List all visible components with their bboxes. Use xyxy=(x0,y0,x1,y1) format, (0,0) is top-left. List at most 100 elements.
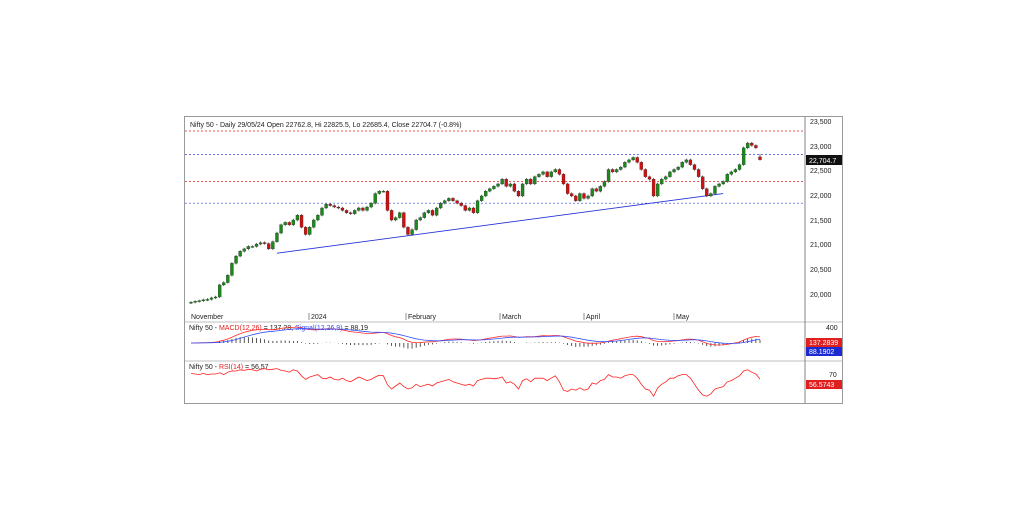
rsi-panel: Nifty 50 - RSI(14) = 56.57 70 56.5743 xyxy=(189,364,842,397)
rsi-readout-box xyxy=(806,380,842,389)
candle-body xyxy=(209,297,214,300)
candle-body xyxy=(394,217,398,221)
candle-body xyxy=(328,203,332,206)
signal-label: Signal(12,26,9) xyxy=(295,325,342,332)
candle-body xyxy=(619,166,623,170)
candle-body xyxy=(389,210,394,221)
candle-body xyxy=(455,200,459,204)
candle-body xyxy=(197,300,201,302)
candle-body xyxy=(561,174,566,185)
candle-body xyxy=(324,203,328,209)
candle-body xyxy=(598,186,603,192)
candle-body xyxy=(737,164,742,170)
candle-body xyxy=(516,191,521,197)
candle-body xyxy=(430,210,435,216)
candle-body xyxy=(459,203,463,206)
candle-body xyxy=(549,171,553,177)
candle-body xyxy=(676,166,680,170)
candle-body xyxy=(508,183,512,187)
candle-body xyxy=(553,169,557,173)
candle-body xyxy=(230,263,234,276)
candle-body xyxy=(606,169,611,182)
trendline xyxy=(276,193,724,254)
month-label: March xyxy=(502,314,522,321)
candle-body xyxy=(729,171,733,175)
price-tick-label: 22,000 xyxy=(810,193,832,200)
rsi-line xyxy=(190,368,761,397)
candle-body xyxy=(643,169,648,177)
candle-body xyxy=(242,248,246,252)
candle-body xyxy=(348,212,353,214)
candle-body xyxy=(541,171,545,175)
candle-body xyxy=(295,215,300,221)
month-label: 2024 xyxy=(311,314,327,321)
price-tick-label: 22,500 xyxy=(810,168,832,175)
candle-body xyxy=(205,299,210,301)
candle-body xyxy=(377,191,381,194)
signal-value: 88.19 xyxy=(351,325,369,332)
candle-body xyxy=(656,183,660,197)
candle-body xyxy=(725,174,729,182)
candle-body xyxy=(496,183,500,187)
candles xyxy=(189,141,762,304)
chart-title: Nifty 50 - Daily 29/05/24 Open 22762.8, … xyxy=(190,122,462,129)
candle-body xyxy=(467,207,472,211)
macd-axis-tick: 400 xyxy=(826,325,838,332)
price-tick-label: 21,500 xyxy=(810,218,832,225)
candle-body xyxy=(479,195,484,201)
signal-line xyxy=(191,327,761,344)
candle-body xyxy=(557,169,562,175)
candle-body xyxy=(696,169,701,177)
rsi-label: RSI(14) xyxy=(219,364,243,371)
candle-body xyxy=(590,188,594,197)
candle-body xyxy=(418,217,422,221)
candle-body xyxy=(303,227,308,235)
rsi-value: 56.57 xyxy=(251,364,269,371)
candle-body xyxy=(635,157,639,163)
month-label: May xyxy=(676,314,690,321)
macd-panel: Nifty 50 - MACD(12,26) = 137.28, Signal(… xyxy=(189,325,842,356)
candle-body xyxy=(263,242,267,244)
candle-body xyxy=(279,224,283,234)
price-tick-label: 21,000 xyxy=(810,242,832,249)
candle-body xyxy=(500,178,504,185)
candle-body xyxy=(226,275,230,283)
candle-body xyxy=(332,205,336,208)
candle-body xyxy=(193,301,197,303)
candle-body xyxy=(422,212,426,218)
candle-body xyxy=(684,159,688,163)
candle-body xyxy=(385,191,390,211)
candle-body xyxy=(201,299,205,302)
candle-body xyxy=(398,212,402,218)
candle-body xyxy=(291,219,295,225)
macd-histogram xyxy=(194,337,761,349)
candle-body xyxy=(627,159,631,163)
candle-body xyxy=(680,162,684,168)
candle-body xyxy=(222,282,226,286)
candle-body xyxy=(475,200,480,213)
macd-line xyxy=(190,326,761,346)
candle-body xyxy=(218,284,222,298)
candle-body xyxy=(545,171,549,177)
signal-readout: 88.1902 xyxy=(809,349,834,356)
candle-body xyxy=(750,142,754,146)
candle-body xyxy=(705,188,709,197)
candle-body xyxy=(439,203,443,209)
rsi-axis-tick: 70 xyxy=(829,372,837,379)
candle-body xyxy=(733,169,738,173)
rsi-eq: = xyxy=(243,364,251,371)
candle-body xyxy=(406,227,410,235)
candle-body xyxy=(709,193,713,197)
candle-body xyxy=(701,176,705,189)
candle-body xyxy=(713,186,717,194)
candle-body xyxy=(213,296,218,299)
candle-body xyxy=(344,210,349,213)
month-axis: November 2024 February March April May xyxy=(191,313,690,321)
chart-frame: Nifty 50 - Daily 29/05/24 Open 22762.8, … xyxy=(184,116,843,404)
candle-body xyxy=(582,193,586,199)
candle-body xyxy=(463,205,467,211)
candle-body xyxy=(258,242,263,245)
price-tick-label: 20,500 xyxy=(810,267,832,274)
candle-body xyxy=(238,251,242,257)
candle-body xyxy=(525,178,529,185)
